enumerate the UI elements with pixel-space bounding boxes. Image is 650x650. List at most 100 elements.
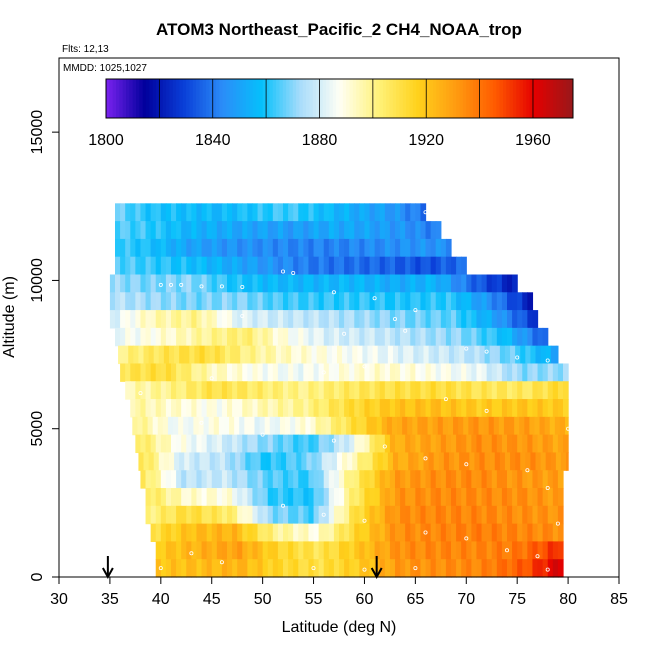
heatmap-cell (405, 203, 411, 222)
heatmap-cell (150, 274, 157, 293)
heatmap-cell (384, 470, 391, 489)
heatmap-cell (308, 559, 315, 578)
heatmap-cell (456, 505, 462, 525)
heatmap-cell (357, 452, 364, 471)
heatmap-cell (283, 434, 289, 454)
heatmap-cell (527, 541, 534, 560)
heatmap-cell (384, 310, 391, 329)
heatmap-cell (283, 292, 289, 311)
heatmap-cell (315, 416, 322, 436)
colorbar-segment (436, 79, 441, 118)
heatmap-cell (481, 327, 488, 347)
heatmap-cell (150, 434, 157, 454)
observation-point (423, 210, 428, 215)
heatmap-cell (435, 399, 442, 418)
heatmap-cell (250, 452, 257, 471)
observation-point (454, 233, 459, 238)
heatmap-cell (150, 523, 157, 543)
heatmap-cell (496, 310, 503, 329)
heatmap-cell (125, 256, 131, 276)
heatmap-cell (415, 310, 422, 329)
heatmap-cell (201, 505, 208, 525)
heatmap-cell (339, 434, 345, 454)
heatmap-cell (369, 399, 376, 418)
heatmap-cell (400, 274, 406, 293)
heatmap-cell (349, 523, 355, 543)
heatmap-cell (364, 363, 371, 382)
heatmap-cell (244, 416, 250, 436)
heatmap-cell (333, 470, 340, 489)
heatmap-cell (272, 470, 279, 489)
heatmap-cell (130, 327, 136, 347)
heatmap-cell (232, 203, 238, 222)
heatmap-cell (206, 434, 213, 454)
heatmap-cell (227, 523, 233, 543)
heatmap-cell (532, 434, 539, 454)
heatmap-cell (262, 203, 269, 222)
heatmap-cell (349, 327, 355, 347)
heatmap-cell (430, 256, 437, 276)
heatmap-cell (532, 488, 539, 507)
colorbar-segment (492, 79, 497, 118)
heatmap-cell (247, 203, 254, 222)
heatmap-cell (510, 345, 516, 365)
heatmap-cell (507, 541, 513, 560)
heatmap-cell (140, 310, 147, 329)
heatmap-cell (201, 399, 208, 418)
heatmap-cell (542, 505, 549, 525)
heatmap-cell (346, 416, 352, 436)
heatmap-cell (496, 381, 503, 400)
heatmap-cell (176, 363, 182, 382)
colorbar-segment (329, 79, 334, 118)
heatmap-cell (308, 327, 315, 347)
heatmap-cell (288, 399, 294, 418)
heatmap-cell (232, 363, 238, 382)
heatmap-cell (410, 541, 416, 560)
heatmap-cell (445, 292, 452, 311)
heatmap-cell (277, 203, 284, 222)
heatmap-cell (342, 345, 348, 365)
heatmap-cell (517, 310, 523, 329)
heatmap-cell (267, 470, 274, 489)
heatmap-cell (115, 203, 121, 222)
heatmap-cell (311, 345, 318, 365)
heatmap-cell (277, 470, 284, 489)
heatmap-cell (196, 399, 203, 418)
heatmap-cell (285, 416, 291, 436)
heatmap-cell (272, 327, 279, 347)
colorbar-segment (276, 79, 280, 118)
heatmap-cell (354, 559, 360, 578)
heatmap-cell (420, 221, 427, 240)
heatmap-cell (140, 363, 147, 382)
heatmap-cell (425, 363, 432, 382)
heatmap-cell (405, 470, 411, 489)
heatmap-cell (430, 381, 437, 400)
heatmap-cell (501, 399, 508, 418)
colorbar-segment (192, 79, 197, 118)
heatmap-cell (466, 559, 472, 578)
heatmap-cell (514, 416, 520, 436)
heatmap-cell (293, 327, 299, 347)
heatmap-cell (420, 292, 427, 311)
heatmap-cell (155, 274, 162, 293)
heatmap-cell (333, 221, 340, 240)
heatmap-cell (303, 203, 310, 222)
heatmap-cell (389, 381, 396, 400)
heatmap-cell (440, 274, 447, 293)
heatmap-cell (464, 345, 470, 365)
heatmap-cell (323, 559, 330, 578)
heatmap-cell (423, 452, 430, 471)
heatmap-cell (211, 203, 218, 222)
heatmap-cell (481, 399, 488, 418)
heatmap-cell (354, 488, 360, 507)
heatmap-cell (364, 327, 371, 347)
heatmap-cell (227, 381, 233, 400)
heatmap-cell (308, 203, 315, 222)
heatmap-cell (440, 238, 447, 258)
heatmap-cell (555, 452, 562, 471)
heatmap-cell (252, 541, 259, 560)
heatmap-cell (344, 381, 350, 400)
heatmap-cell (527, 310, 534, 329)
heatmap-cell (216, 274, 223, 293)
heatmap-cell (496, 488, 503, 507)
